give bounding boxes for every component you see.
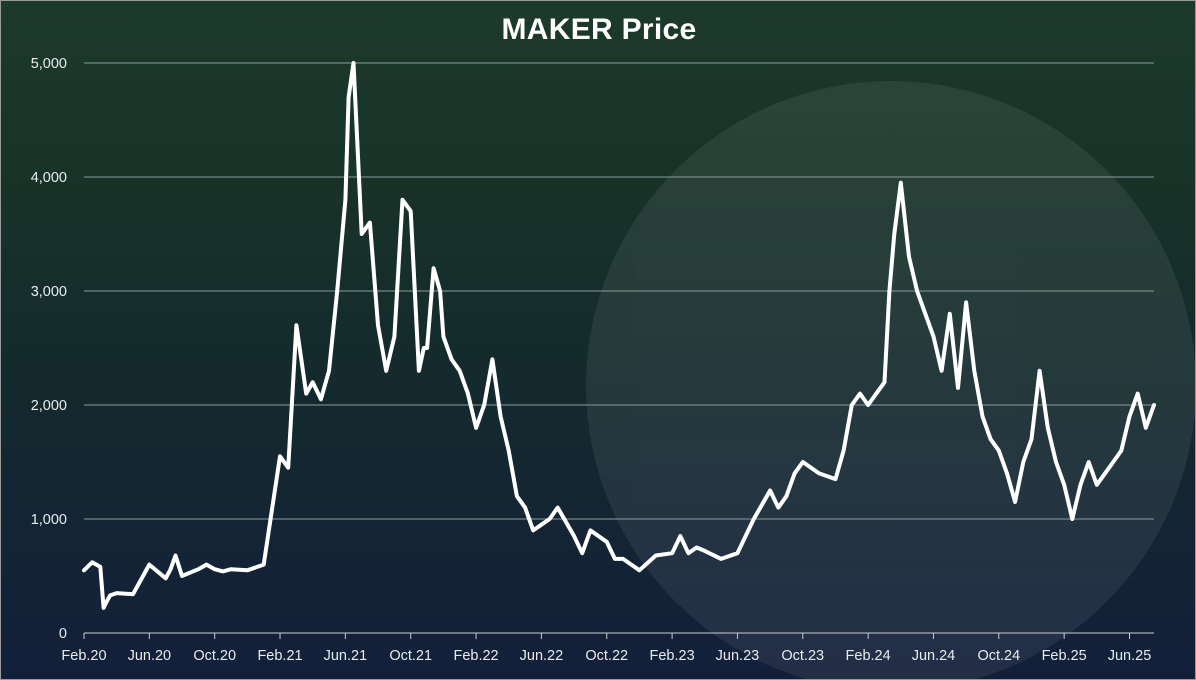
maker-logo-watermark: [586, 81, 1195, 679]
x-tick-label: Oct.21: [389, 648, 432, 664]
x-tick-label: Oct.24: [977, 648, 1020, 664]
x-tick-label: Jun.25: [1108, 648, 1152, 664]
y-axis-ticks: 0 1,000 2,000 3,000 4,000 5,000: [31, 56, 67, 642]
price-series-line: [82, 61, 1156, 610]
x-tick-label: Feb.24: [846, 648, 891, 664]
y-tick-label: 5,000: [31, 56, 67, 72]
x-tick-label: Feb.25: [1042, 648, 1087, 664]
x-tick-label: Jun.22: [520, 648, 564, 664]
x-axis-ticks: Feb.20 Jun.20 Oct.20 Feb.21 Jun.21 Oct.21 Feb.…: [61, 633, 1151, 664]
x-tick-label: Feb.21: [257, 648, 302, 664]
x-tick-label: Feb.22: [453, 648, 498, 664]
y-tick-label: 4,000: [31, 170, 67, 186]
watermark-m-glyph: [726, 313, 1001, 501]
x-tick-label: Oct.23: [781, 648, 824, 664]
x-tick-label: Feb.23: [650, 648, 695, 664]
y-tick-label: 1,000: [31, 512, 67, 528]
x-tick-label: Jun.21: [324, 648, 368, 664]
watermark-circle: [586, 81, 1195, 679]
y-tick-label: 0: [59, 626, 67, 642]
y-tick-label: 2,000: [31, 398, 67, 414]
y-tick-label: 3,000: [31, 284, 67, 300]
x-tick-label: Jun.24: [912, 648, 956, 664]
grid-lines: [84, 62, 1154, 520]
x-tick-label: Oct.22: [585, 648, 628, 664]
x-tick-label: Jun.23: [716, 648, 760, 664]
x-tick-label: Feb.20: [61, 648, 106, 664]
chart-title: MAKER Price: [501, 13, 697, 46]
x-tick-label: Oct.20: [193, 648, 236, 664]
x-tick-label: Jun.20: [128, 648, 172, 664]
